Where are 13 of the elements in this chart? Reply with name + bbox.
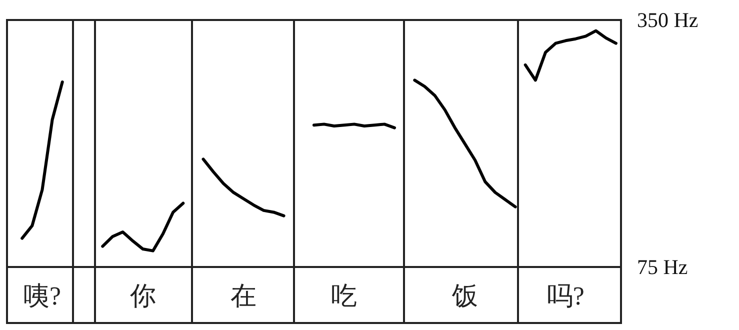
x-tick-label: 吗? [546,282,584,310]
x-tick-label: 吃 [331,282,358,310]
x-tick-label: 饭 [450,282,478,310]
line-series [524,29,618,82]
x-tick-label: 咦? [23,282,62,310]
x-tick-label: 在 [230,282,257,310]
line-series [20,80,64,240]
line-series [413,78,517,208]
y-tick-label: 350 Hz [637,8,698,32]
line-series [202,158,286,218]
y-tick-label: 75 Hz [637,255,688,279]
x-tick-label: 你 [128,282,156,310]
line-series [101,202,185,252]
